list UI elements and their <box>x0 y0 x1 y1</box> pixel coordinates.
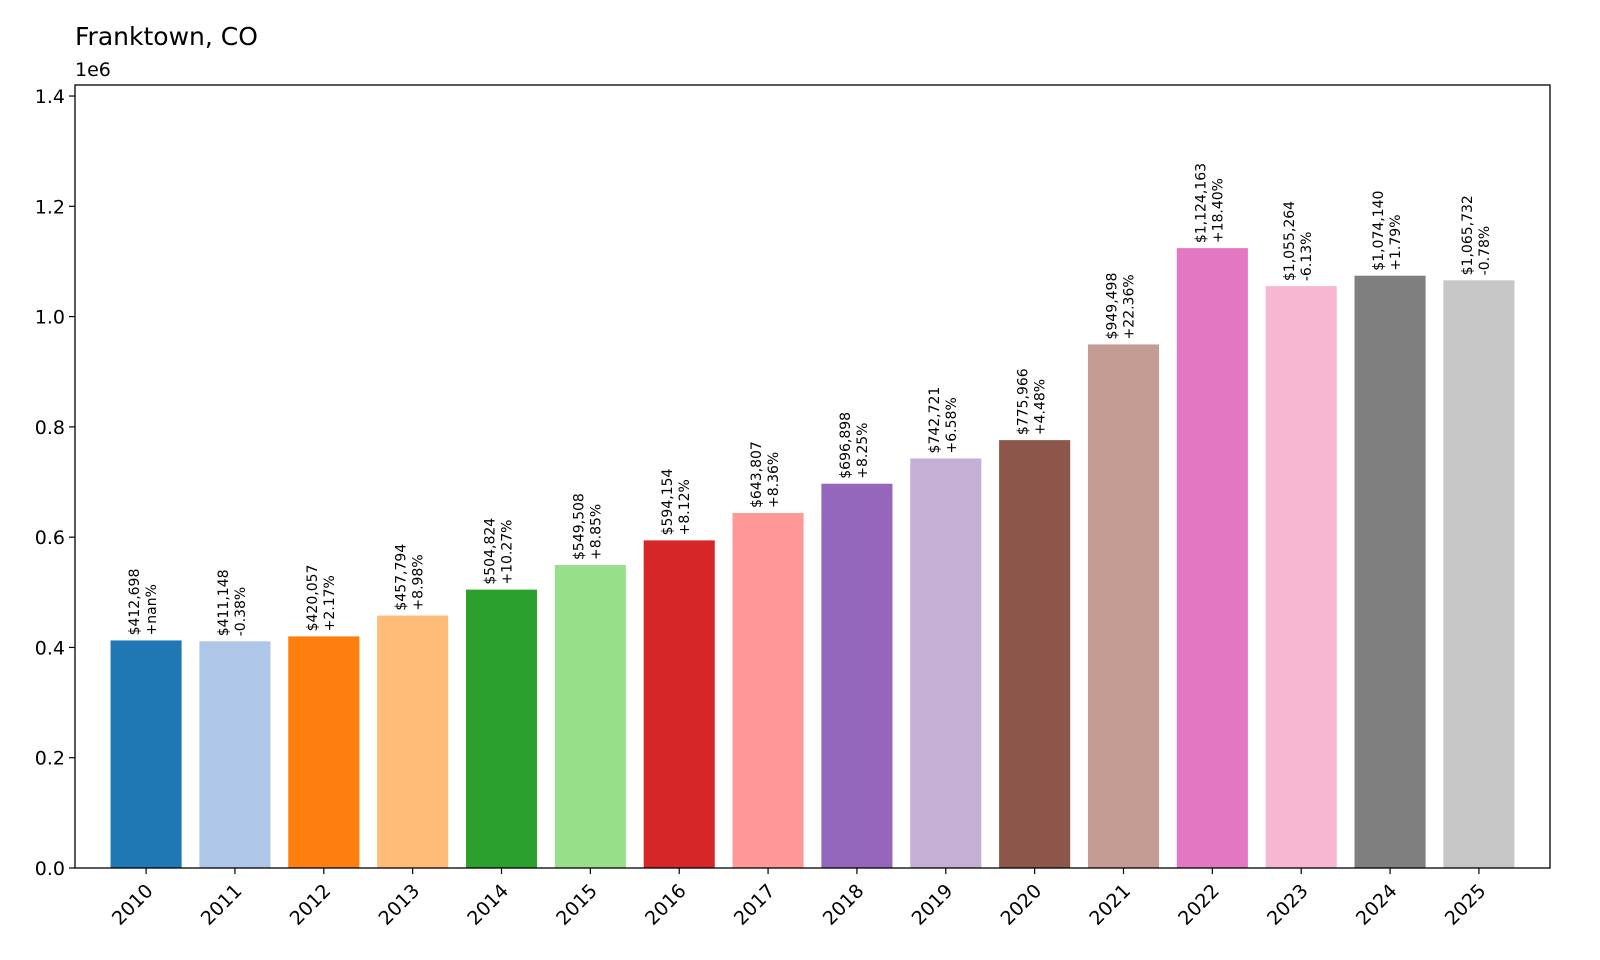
bar-value-label-2023: $1,055,264 <box>1282 201 1298 281</box>
bar-change-label-2011: -0.38% <box>233 587 249 637</box>
bar-change-label-2016: +8.12% <box>677 479 693 535</box>
x-tick-label-2024: 2024 <box>1352 880 1402 930</box>
bar-change-label-2017: +8.36% <box>766 452 782 508</box>
bar-value-label-2018: $696,898 <box>838 412 854 479</box>
x-tick-label-2023: 2023 <box>1263 880 1313 930</box>
bar-2016 <box>643 540 715 868</box>
bar-2018 <box>821 483 893 868</box>
plot-frame <box>74 84 1551 869</box>
bar-2020 <box>999 440 1071 868</box>
x-tick-label-2019: 2019 <box>908 880 958 930</box>
bar-2025 <box>1443 280 1515 868</box>
bar-change-label-2010: +nan% <box>144 584 160 635</box>
x-tick-label-2017: 2017 <box>730 880 780 930</box>
bar-value-label-2024: $1,074,140 <box>1371 191 1387 271</box>
bar-2012 <box>288 636 360 868</box>
bar-change-label-2020: +4.48% <box>1033 379 1049 435</box>
y-axis: 0.0 0.2 0.4 0.6 0.8 1.0 1.2 1.4 <box>35 86 75 880</box>
bar-change-label-2019: +6.58% <box>944 397 960 453</box>
x-tick-label-2015: 2015 <box>552 880 602 930</box>
bar-change-label-2025: -0.78% <box>1477 226 1493 276</box>
bars-group <box>110 248 1515 869</box>
y-tick-label-0.0: 0.0 <box>35 858 65 880</box>
bar-value-label-2013: $457,794 <box>394 544 410 611</box>
bar-2023 <box>1265 286 1337 868</box>
x-tick-label-2021: 2021 <box>1085 880 1135 930</box>
bar-value-label-2019: $742,721 <box>927 387 943 454</box>
y-tick-label-0.6: 0.6 <box>35 527 65 549</box>
y-tick-label-1.0: 1.0 <box>35 307 65 329</box>
x-tick-label-2020: 2020 <box>996 880 1046 930</box>
y-tick-label-0.8: 0.8 <box>35 417 65 439</box>
x-tick-label-2012: 2012 <box>286 880 336 930</box>
bar-change-label-2022: +18.40% <box>1210 178 1226 243</box>
bar-change-label-2018: +8.25% <box>855 423 871 479</box>
bar-2019 <box>910 458 982 868</box>
x-tick-label-2010: 2010 <box>108 880 158 930</box>
x-axis: 2010 2011 2012 2013 2014 2015 2016 2017 2018 2019… <box>108 868 1491 930</box>
y-axis-scale-label: 1e6 <box>75 59 111 81</box>
y-tick-label-0.4: 0.4 <box>35 637 65 659</box>
bar-value-label-2021: $949,498 <box>1104 273 1120 340</box>
bar-labels-group: $412,698 +nan% $411,148 -0.38% $420,057 +2.17… <box>127 163 1493 636</box>
y-tick-label-1.2: 1.2 <box>35 196 65 218</box>
bar-change-label-2015: +8.85% <box>588 504 604 560</box>
bar-change-label-2024: +1.79% <box>1388 214 1404 270</box>
bar-2015 <box>554 564 626 868</box>
bar-value-label-2016: $594,154 <box>660 468 676 535</box>
bar-value-label-2010: $412,698 <box>127 569 143 636</box>
x-tick-label-2011: 2011 <box>197 880 247 930</box>
bar-2011 <box>199 641 271 868</box>
y-tick-label-0.2: 0.2 <box>35 748 65 770</box>
bar-2017 <box>732 512 804 868</box>
x-tick-label-2022: 2022 <box>1174 880 1224 930</box>
bar-2013 <box>377 615 449 868</box>
bar-change-label-2023: -6.13% <box>1299 232 1315 282</box>
x-tick-label-2013: 2013 <box>374 880 424 930</box>
y-tick-label-1.4: 1.4 <box>35 86 65 108</box>
x-tick-label-2025: 2025 <box>1441 880 1491 930</box>
chart-title: Franktown, CO <box>75 22 258 51</box>
bar-value-label-2017: $643,807 <box>749 441 765 508</box>
bar-2024 <box>1354 275 1426 869</box>
x-tick-label-2016: 2016 <box>641 880 691 930</box>
bar-change-label-2013: +8.98% <box>411 554 427 610</box>
x-tick-label-2018: 2018 <box>819 880 869 930</box>
bar-value-label-2022: $1,124,163 <box>1193 163 1209 243</box>
bar-value-label-2011: $411,148 <box>216 569 232 636</box>
bar-2014 <box>465 589 538 868</box>
bar-change-label-2012: +2.17% <box>322 575 338 631</box>
bar-2022 <box>1176 248 1248 869</box>
bar-value-label-2015: $549,508 <box>571 493 587 560</box>
bar-2010 <box>110 640 182 868</box>
bar-change-label-2021: +22.36% <box>1121 274 1137 339</box>
bar-value-label-2012: $420,057 <box>305 565 321 632</box>
bar-value-label-2025: $1,065,732 <box>1460 195 1476 275</box>
bar-value-label-2020: $775,966 <box>1016 368 1032 435</box>
bar-2021 <box>1087 344 1160 868</box>
x-tick-label-2014: 2014 <box>463 880 513 930</box>
bar-change-label-2014: +10.27% <box>500 520 516 585</box>
bar-value-label-2014: $504,824 <box>483 518 499 585</box>
